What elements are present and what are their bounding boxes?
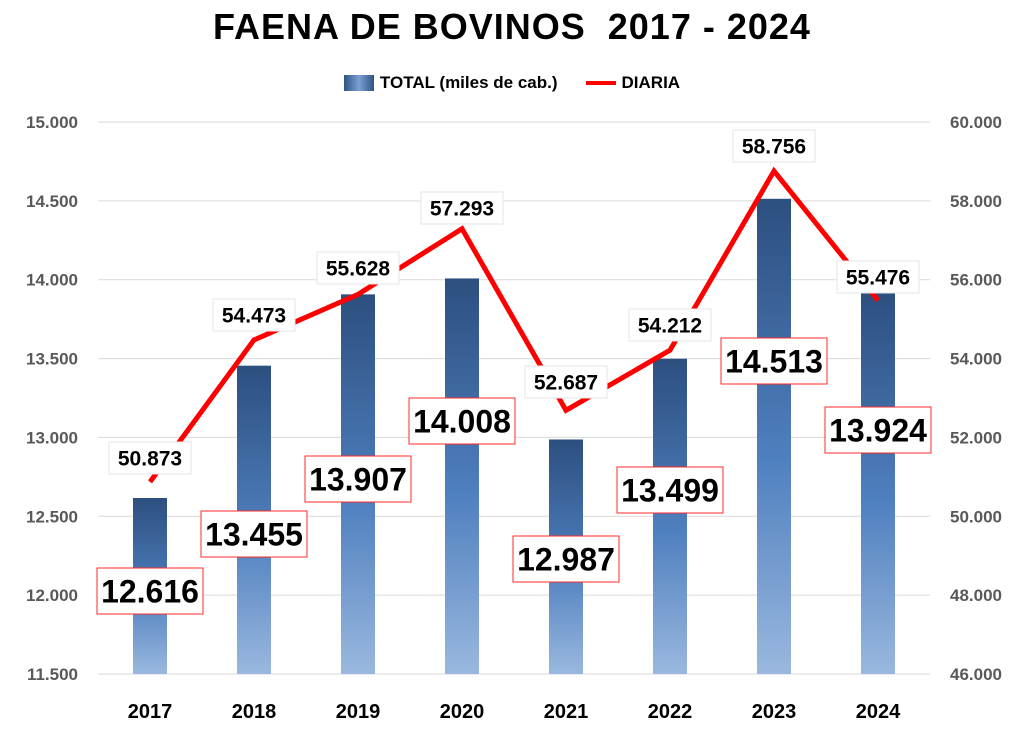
bar-value-label: 14.513 <box>720 337 828 385</box>
y-left-tick-label: 13.000 <box>26 428 78 447</box>
line-value-label: 55.476 <box>836 260 920 294</box>
bar-value-label-box <box>96 567 204 615</box>
bar-value-label: 13.499 <box>616 466 724 514</box>
x-tick-label: 2022 <box>648 701 693 723</box>
line-value-label: 58.756 <box>732 129 816 163</box>
line-value-label-box <box>316 251 400 285</box>
chart-legend: TOTAL (miles de cab.) DIARIA <box>0 70 1024 96</box>
bar-value-label-text: 12.616 <box>101 574 199 610</box>
y-right-tick-label: 52.000 <box>950 428 1002 447</box>
legend-swatch-diaria <box>585 81 616 85</box>
line-value-label: 57.293 <box>420 191 504 225</box>
line-value-label-text: 50.873 <box>118 448 182 471</box>
x-tick-label: 2019 <box>336 701 381 723</box>
line-value-label: 52.687 <box>524 365 608 399</box>
line-value-label-box <box>420 191 504 225</box>
bar-value-label: 14.008 <box>408 397 516 445</box>
y-left-tick-label: 14.500 <box>26 192 78 211</box>
x-tick-label: 2024 <box>856 701 901 723</box>
line-value-label-text: 58.756 <box>742 136 806 159</box>
bar-value-label-box <box>824 406 932 454</box>
line-value-label-box <box>836 260 920 294</box>
legend-swatch-total <box>343 75 374 91</box>
y-right-tick-label: 48.000 <box>950 586 1002 605</box>
x-tick-label: 2017 <box>128 701 173 723</box>
line-value-label-text: 57.293 <box>430 198 494 221</box>
y-left-tick-label: 12.000 <box>26 586 78 605</box>
bar-value-label-text: 14.513 <box>725 344 823 380</box>
bar-value-label: 12.616 <box>96 567 204 615</box>
line-value-label-box <box>628 308 712 342</box>
bar-total <box>653 358 687 674</box>
bar-value-label: 13.907 <box>304 455 412 503</box>
bar-value-label-text: 13.499 <box>621 473 719 509</box>
bar-value-label-text: 13.907 <box>309 462 407 498</box>
bar-value-label: 12.987 <box>512 535 620 583</box>
line-value-label-text: 52.687 <box>534 372 598 395</box>
line-value-label: 54.212 <box>628 308 712 342</box>
y-left-tick-label: 13.500 <box>26 350 78 369</box>
legend-item-total: TOTAL (miles de cab.) <box>343 73 558 93</box>
line-value-label-text: 55.476 <box>846 267 910 290</box>
bar-total <box>861 291 895 674</box>
bar-value-label: 13.455 <box>200 510 308 558</box>
x-tick-label: 2018 <box>232 701 277 723</box>
bar-value-label-text: 12.987 <box>517 542 615 578</box>
bar-value-label-box <box>512 535 620 583</box>
line-value-label-text: 54.473 <box>222 305 286 328</box>
y-left-tick-label: 11.500 <box>27 665 78 684</box>
legend-item-diaria: DIARIA <box>585 73 681 93</box>
chart-title: FAENA DE BOVINOS 2017 - 2024 <box>213 6 811 47</box>
bar-total <box>445 278 479 674</box>
line-value-label-text: 54.212 <box>638 315 702 338</box>
x-tick-label: 2023 <box>752 701 797 723</box>
line-value-label-box <box>212 298 296 332</box>
y-right-tick-label: 54.000 <box>950 350 1002 369</box>
y-right-tick-label: 56.000 <box>950 271 1002 290</box>
line-value-label-text: 55.628 <box>326 258 391 281</box>
line-value-label-box <box>108 441 192 475</box>
bar-value-label-text: 13.924 <box>829 413 927 449</box>
bar-value-label-box <box>616 466 724 514</box>
legend-label-total: TOTAL (miles de cab.) <box>379 73 558 92</box>
bar-value-label-box <box>200 510 308 558</box>
x-tick-label: 2021 <box>544 701 589 723</box>
y-right-tick-label: 60.000 <box>950 113 1002 132</box>
line-diaria <box>147 166 880 484</box>
legend-label-diaria: DIARIA <box>621 73 681 92</box>
bar-value-label-box <box>720 337 828 385</box>
y-left-tick-label: 14.000 <box>26 271 78 290</box>
y-right-tick-label: 50.000 <box>950 507 1002 526</box>
y-left-tick-label: 12.500 <box>26 507 78 526</box>
y-left-tick-label: 15.000 <box>26 113 78 132</box>
bar-value-label-text: 13.455 <box>205 517 303 553</box>
bar-total <box>757 198 791 674</box>
x-tick-label: 2020 <box>440 701 485 723</box>
bar-value-label-box <box>304 455 412 503</box>
bar-value-label-box <box>408 397 516 445</box>
line-value-label-box <box>732 129 816 163</box>
line-value-label: 50.873 <box>108 441 192 475</box>
bar-value-label: 13.924 <box>824 406 932 454</box>
y-right-tick-label: 46.000 <box>950 665 1002 684</box>
line-value-label: 55.628 <box>316 251 400 285</box>
line-value-label: 54.473 <box>212 298 296 332</box>
y-right-tick-label: 58.000 <box>950 192 1002 211</box>
line-value-label-box <box>524 365 608 399</box>
bar-value-label-text: 14.008 <box>413 404 511 440</box>
